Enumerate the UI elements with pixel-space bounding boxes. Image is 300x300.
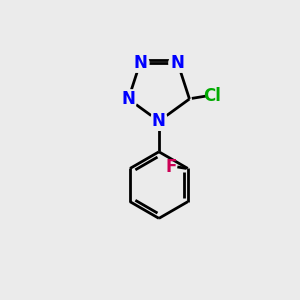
- Text: N: N: [122, 90, 135, 108]
- Circle shape: [131, 54, 149, 72]
- Text: N: N: [171, 54, 185, 72]
- Circle shape: [119, 90, 137, 108]
- Text: N: N: [133, 54, 147, 72]
- Text: F: F: [166, 158, 177, 176]
- Circle shape: [150, 112, 168, 130]
- Text: Cl: Cl: [203, 87, 221, 105]
- Text: N: N: [152, 112, 166, 130]
- Circle shape: [169, 54, 187, 72]
